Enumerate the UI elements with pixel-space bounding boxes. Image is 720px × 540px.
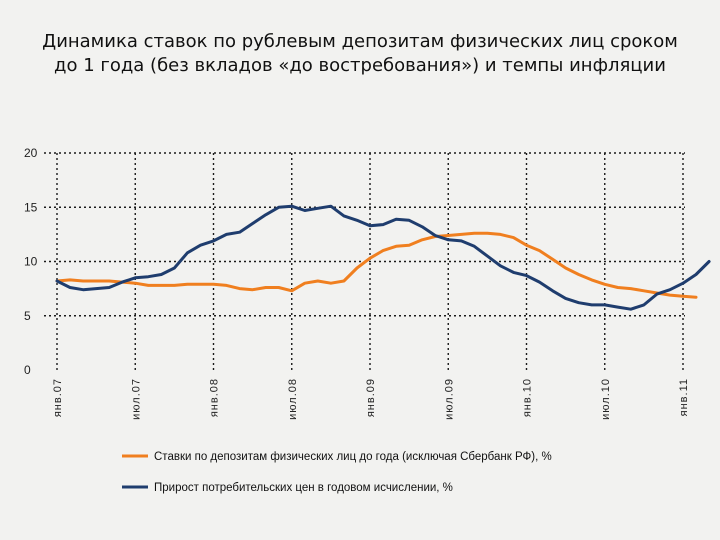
series <box>55 204 711 311</box>
y-tick-label: 5 <box>24 309 31 323</box>
x-tick-label: июл.07 <box>130 378 142 420</box>
chart-title: Динамика ставок по рублевым депозитам фи… <box>20 30 700 78</box>
x-tick-label: июл.09 <box>443 378 455 420</box>
y-axis-ticks: 20 15 10 5 0 <box>24 146 38 377</box>
legend-label-deposit: Ставки по депозитам физических лиц до го… <box>154 451 552 463</box>
chart-title-line-1: Динамика ставок по рублевым депозитам фи… <box>42 31 678 52</box>
x-tick-label: июл.08 <box>287 378 299 420</box>
x-tick-label: янв.07 <box>52 378 64 417</box>
y-tick-label: 20 <box>24 146 38 160</box>
x-tick-label: янв.09 <box>365 378 377 417</box>
y-tick-label: 0 <box>24 363 31 377</box>
x-tick-label: янв.11 <box>678 378 690 416</box>
chart-title-line-2: до 1 года (без вкладов «до востребования… <box>54 55 666 76</box>
x-tick-label: янв.08 <box>209 378 221 417</box>
y-tick-label: 10 <box>24 255 38 269</box>
legend-label-inflation: Прирост потребительских цен в годовом ис… <box>154 482 453 494</box>
legend: Ставки по депозитам физических лиц до го… <box>122 451 552 494</box>
y-tick-label: 15 <box>24 200 38 214</box>
x-tick-label: янв.10 <box>522 378 534 417</box>
x-axis-ticks: янв.07 июл.07 янв.08 июл.08 янв.09 июл.09 янв.… <box>52 378 690 420</box>
series-line-deposit <box>55 231 698 299</box>
x-tick-label: июл.10 <box>600 378 612 420</box>
series-line-inflation <box>55 204 711 311</box>
